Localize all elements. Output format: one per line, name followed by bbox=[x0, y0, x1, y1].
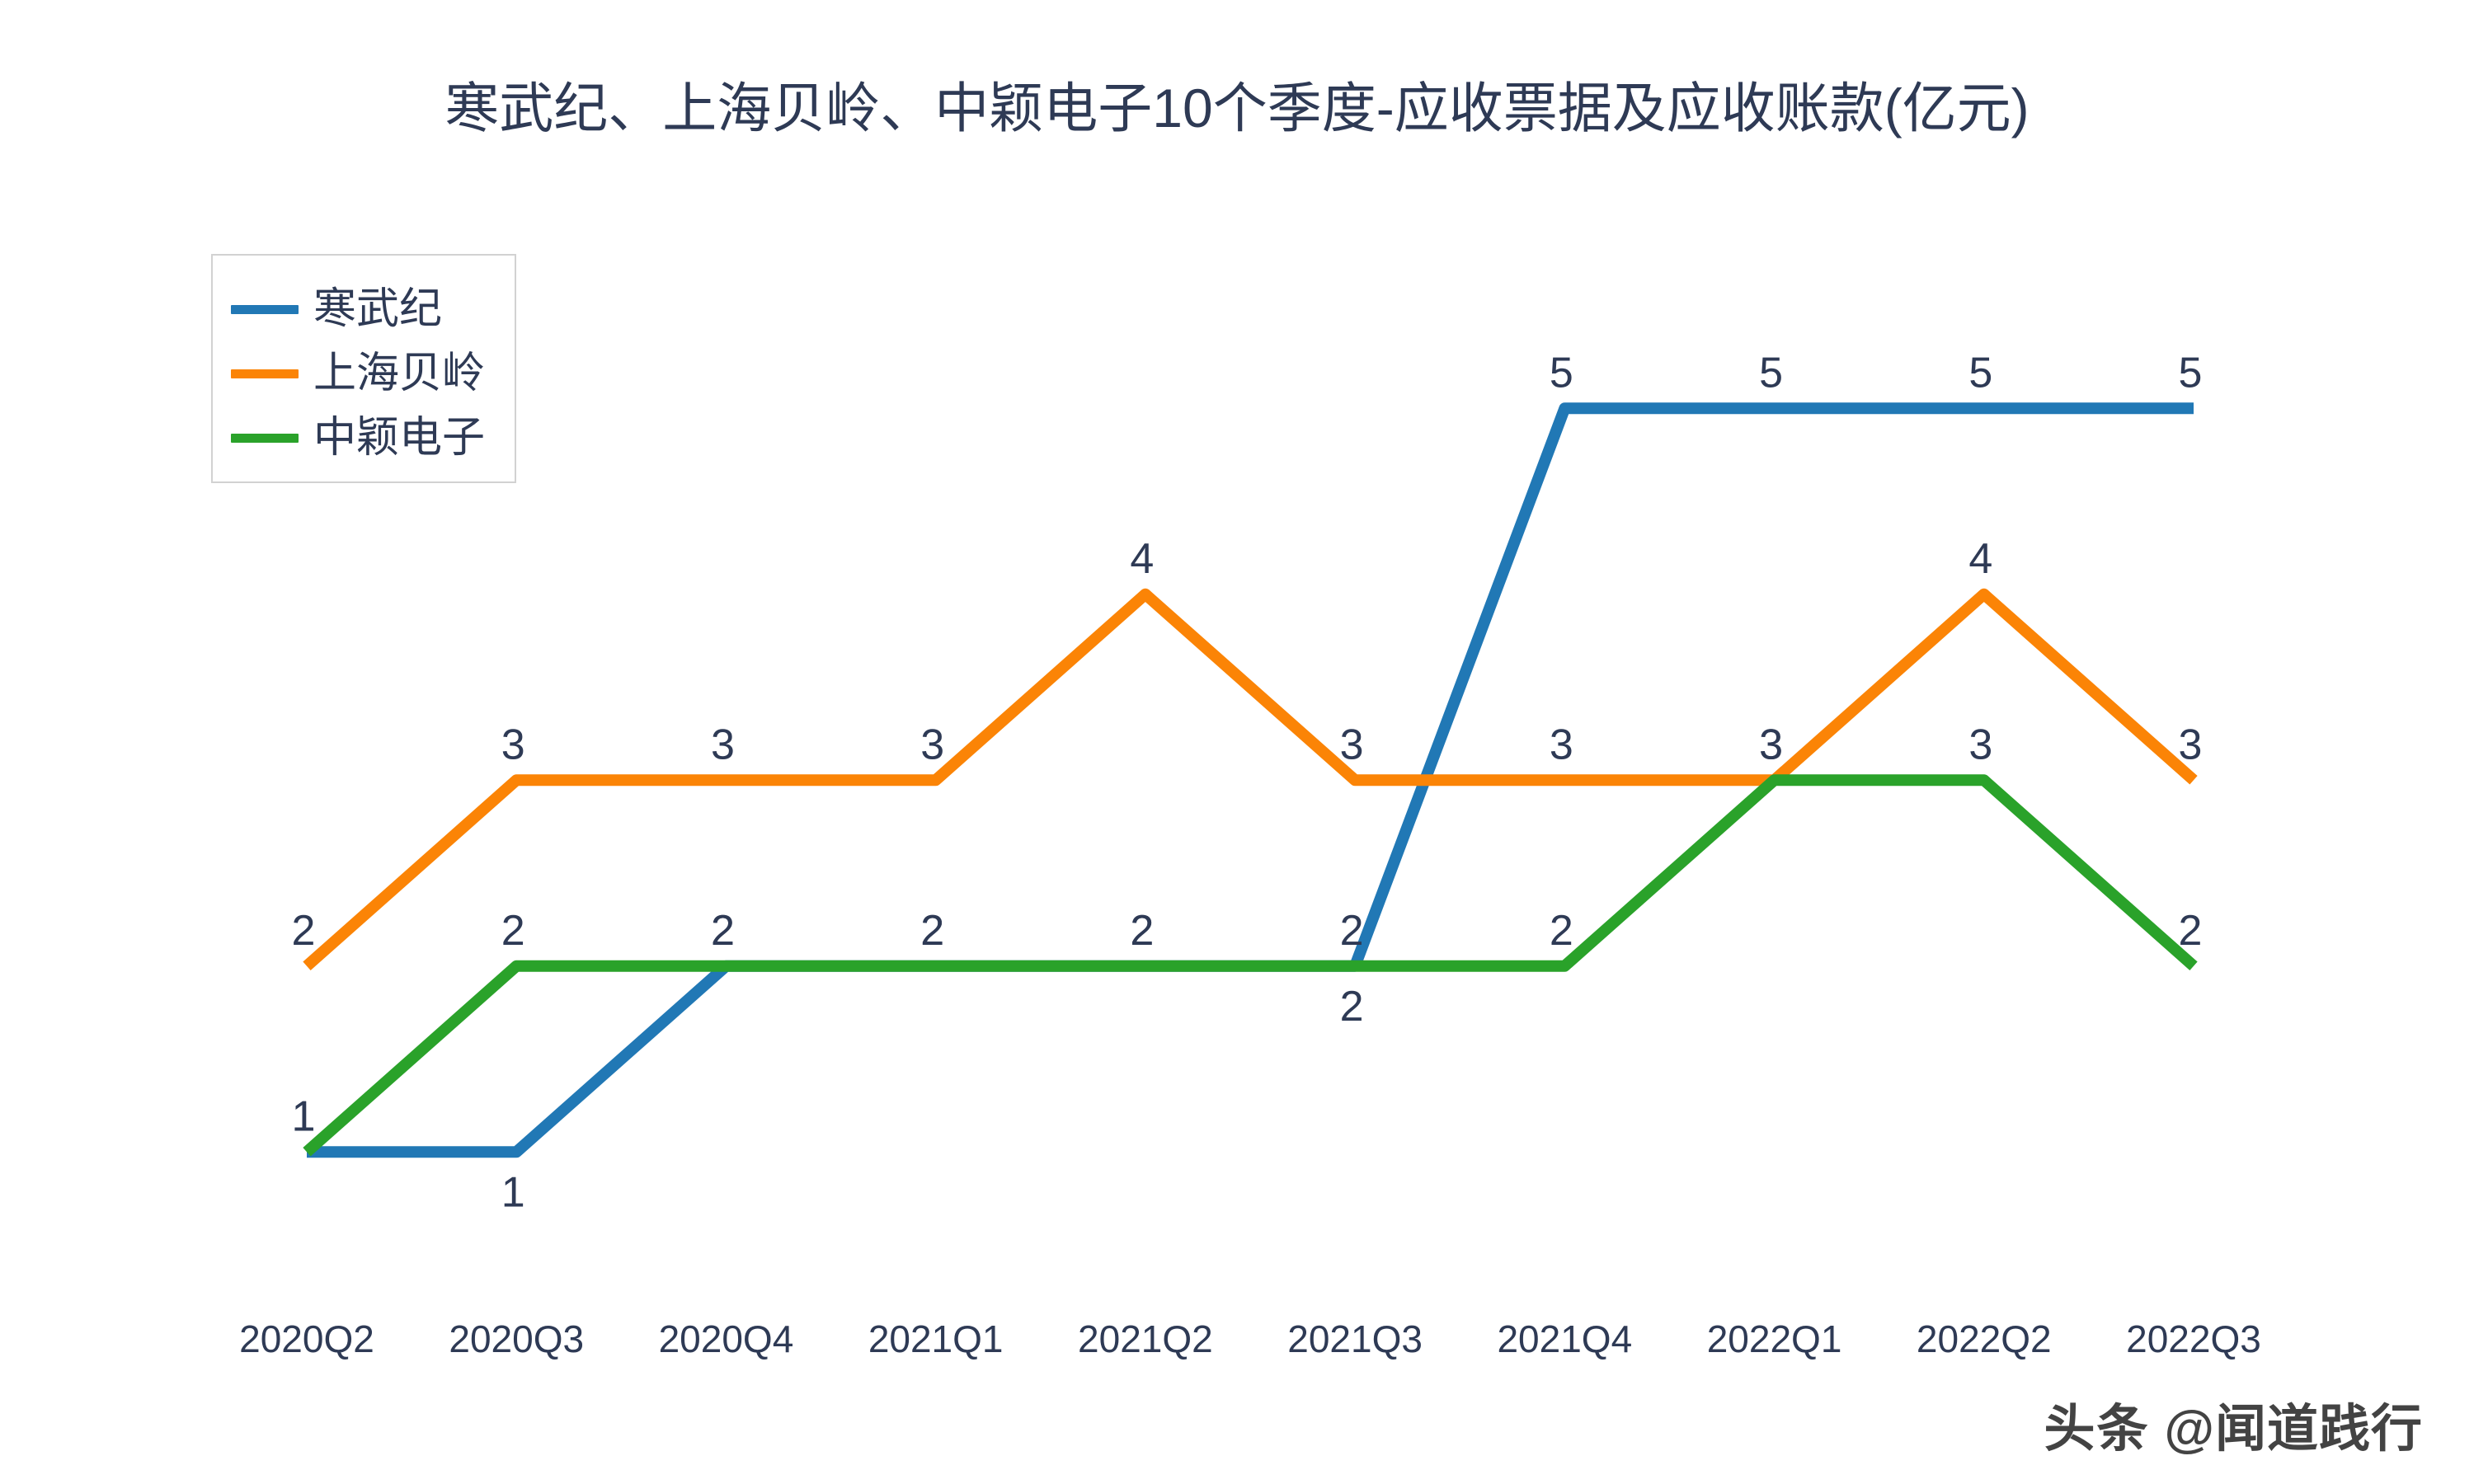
data-label: 5 bbox=[2179, 349, 2203, 397]
data-label: 3 bbox=[920, 721, 944, 768]
data-label: 3 bbox=[2179, 721, 2203, 768]
data-label: 2 bbox=[1550, 907, 1573, 955]
x-tick-label: 2022Q2 bbox=[1917, 1317, 2052, 1360]
data-label: 3 bbox=[1759, 721, 1783, 768]
data-label: 1 bbox=[501, 1168, 525, 1216]
x-axis-tick-labels: 2020Q2 2020Q3 2020Q4 2021Q1 2021Q2 2021Q3 2021… bbox=[239, 1317, 2261, 1360]
legend-label-0: 寒武纪 bbox=[313, 285, 443, 333]
data-label: 2 bbox=[2179, 907, 2203, 955]
data-label: 5 bbox=[1550, 349, 1573, 397]
series-line-1 bbox=[303, 588, 2198, 971]
data-label: 2 bbox=[711, 907, 735, 955]
data-label: 1 bbox=[292, 1092, 316, 1140]
data-label: 2 bbox=[1130, 907, 1154, 955]
data-label: 1 bbox=[292, 1092, 316, 1140]
legend-label-1: 上海贝岭 bbox=[313, 350, 486, 397]
x-tick-label: 2021Q4 bbox=[1497, 1317, 1632, 1360]
series-lines bbox=[303, 402, 2198, 1158]
data-label: 5 bbox=[1759, 349, 1783, 397]
data-label: 2 bbox=[292, 907, 316, 955]
x-tick-label: 2020Q2 bbox=[239, 1317, 374, 1360]
x-tick-label: 2022Q3 bbox=[2126, 1317, 2261, 1360]
legend-item-2[interactable]: 中颖电子 bbox=[213, 406, 515, 470]
data-label: 2 bbox=[920, 907, 944, 955]
data-label: 4 bbox=[1968, 535, 1992, 583]
x-tick-label: 2022Q1 bbox=[1707, 1317, 1842, 1360]
data-label: 2 bbox=[1130, 907, 1154, 955]
data-label: 2 bbox=[1340, 907, 1364, 955]
watermark-logo: 头条 bbox=[2044, 1401, 2150, 1458]
data-label: 3 bbox=[1968, 721, 1992, 768]
data-label: 4 bbox=[1130, 535, 1154, 583]
legend-swatch-icon-1 bbox=[231, 369, 299, 378]
data-label: 5 bbox=[1968, 349, 1992, 397]
data-label: 2 bbox=[920, 907, 944, 955]
legend-item-0[interactable]: 寒武纪 bbox=[213, 277, 515, 341]
legend-swatch-icon-0 bbox=[231, 304, 299, 314]
x-tick-label: 2021Q1 bbox=[868, 1317, 1004, 1360]
data-label: 3 bbox=[711, 721, 735, 768]
x-tick-label: 2021Q2 bbox=[1078, 1317, 1213, 1360]
data-label: 2 bbox=[711, 907, 735, 955]
data-label: 3 bbox=[501, 721, 525, 768]
watermark-handle: @闻道践行 bbox=[2164, 1401, 2423, 1458]
chart-legend: 寒武纪 上海贝岭 中颖电子 bbox=[211, 254, 516, 483]
data-label: 3 bbox=[1759, 721, 1783, 768]
legend-swatch-icon-2 bbox=[231, 433, 299, 443]
legend-item-1[interactable]: 上海贝岭 bbox=[213, 341, 515, 406]
data-label: 3 bbox=[1340, 721, 1364, 768]
data-label: 3 bbox=[1550, 721, 1573, 768]
x-tick-label: 2021Q3 bbox=[1287, 1317, 1423, 1360]
x-tick-label: 2020Q4 bbox=[659, 1317, 794, 1360]
watermark: 头条 @闻道践行 bbox=[2044, 1387, 2423, 1461]
legend-label-2: 中颖电子 bbox=[313, 414, 486, 462]
chart-title: 寒武纪、上海贝岭、中颖电子10个季度-应收票据及应收账款(亿元) bbox=[444, 77, 2030, 139]
x-tick-label: 2020Q3 bbox=[449, 1317, 584, 1360]
data-label: 2 bbox=[501, 907, 525, 955]
series-line-2 bbox=[303, 774, 2198, 1157]
data-label: 2 bbox=[1340, 983, 1364, 1031]
